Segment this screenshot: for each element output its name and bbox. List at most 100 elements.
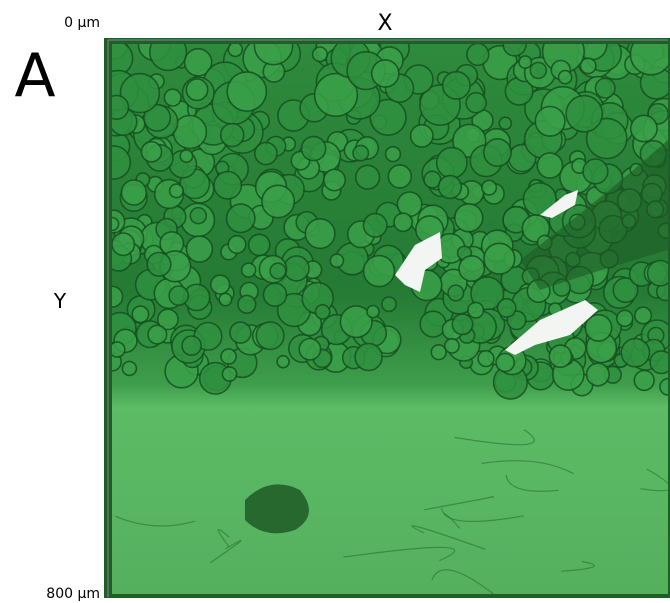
cell bbox=[535, 107, 565, 137]
cell bbox=[264, 283, 287, 306]
cell bbox=[468, 302, 484, 318]
cell bbox=[230, 322, 251, 343]
cell bbox=[439, 176, 462, 199]
cell bbox=[182, 336, 201, 355]
cell bbox=[443, 72, 470, 99]
cell bbox=[221, 349, 236, 364]
cell bbox=[549, 345, 571, 367]
cell bbox=[147, 252, 171, 276]
cell bbox=[186, 79, 207, 100]
cell bbox=[164, 89, 181, 106]
cell bbox=[256, 322, 284, 350]
cell bbox=[284, 256, 309, 281]
cell bbox=[170, 184, 184, 198]
cell bbox=[222, 367, 236, 381]
cell bbox=[496, 353, 514, 371]
end-label: 800 µm bbox=[46, 586, 100, 602]
cell bbox=[214, 172, 241, 199]
cell bbox=[180, 150, 192, 162]
cell bbox=[467, 44, 489, 66]
cell bbox=[530, 62, 546, 78]
cell bbox=[372, 60, 399, 87]
cell bbox=[211, 275, 230, 294]
cell bbox=[519, 56, 531, 68]
cell bbox=[484, 243, 515, 274]
page: A X Y 0 µm 800 µm (() => { const data = … bbox=[0, 0, 670, 603]
cell bbox=[330, 254, 343, 267]
cell bbox=[448, 285, 464, 301]
cell bbox=[459, 256, 484, 281]
cell bbox=[386, 147, 401, 162]
x-axis-label: X bbox=[377, 11, 392, 36]
cell bbox=[585, 315, 611, 341]
cell bbox=[254, 26, 292, 64]
cell bbox=[324, 169, 345, 190]
cell bbox=[583, 159, 608, 184]
cell bbox=[482, 180, 497, 195]
panel-label: A bbox=[14, 41, 55, 111]
cell bbox=[262, 185, 294, 217]
cell bbox=[270, 263, 286, 279]
cell bbox=[305, 219, 335, 249]
cell bbox=[634, 371, 654, 391]
cell bbox=[299, 339, 320, 360]
cell bbox=[186, 236, 212, 262]
cell bbox=[537, 153, 562, 178]
cell bbox=[411, 125, 433, 147]
cell bbox=[221, 124, 244, 147]
y-axis-label: Y bbox=[53, 289, 67, 313]
cell bbox=[190, 208, 206, 224]
cell bbox=[255, 142, 277, 164]
cell bbox=[452, 314, 472, 334]
cell bbox=[356, 165, 380, 189]
cell bbox=[249, 234, 270, 255]
cell bbox=[595, 78, 615, 98]
cell bbox=[382, 297, 396, 311]
cell bbox=[302, 136, 326, 160]
cell bbox=[112, 233, 134, 255]
cell bbox=[478, 351, 494, 367]
cell bbox=[388, 165, 411, 188]
cell bbox=[169, 286, 188, 305]
cell bbox=[431, 345, 446, 360]
cell bbox=[141, 142, 161, 162]
cell bbox=[97, 146, 130, 179]
cell bbox=[364, 214, 387, 237]
cell bbox=[121, 180, 146, 205]
cell bbox=[227, 72, 266, 111]
cell bbox=[587, 363, 610, 386]
cell bbox=[631, 115, 657, 141]
cell bbox=[559, 71, 572, 84]
cell bbox=[650, 351, 670, 374]
cell bbox=[566, 96, 602, 132]
cell bbox=[355, 344, 382, 371]
cell bbox=[228, 42, 242, 56]
cell bbox=[635, 307, 652, 324]
cell bbox=[316, 305, 330, 319]
cell bbox=[621, 339, 649, 367]
cell bbox=[227, 204, 255, 232]
cell bbox=[648, 261, 670, 286]
origin-label: 0 µm bbox=[64, 15, 100, 31]
cell bbox=[353, 145, 368, 160]
cell bbox=[242, 263, 256, 277]
cell bbox=[420, 311, 446, 337]
cell bbox=[503, 33, 526, 56]
cell bbox=[132, 306, 148, 322]
cell bbox=[445, 339, 459, 353]
cell bbox=[437, 148, 467, 178]
cell bbox=[367, 306, 379, 318]
cell bbox=[238, 295, 256, 313]
cell bbox=[228, 236, 246, 254]
cell bbox=[499, 117, 511, 129]
cell bbox=[497, 299, 515, 317]
cell bbox=[466, 93, 486, 113]
cell bbox=[277, 356, 289, 368]
cell bbox=[364, 256, 395, 287]
cell bbox=[394, 213, 412, 231]
figure: A X Y 0 µm 800 µm bbox=[0, 0, 670, 603]
cell bbox=[484, 139, 511, 166]
cell bbox=[219, 293, 231, 305]
cell bbox=[455, 204, 483, 232]
cell bbox=[313, 47, 328, 62]
